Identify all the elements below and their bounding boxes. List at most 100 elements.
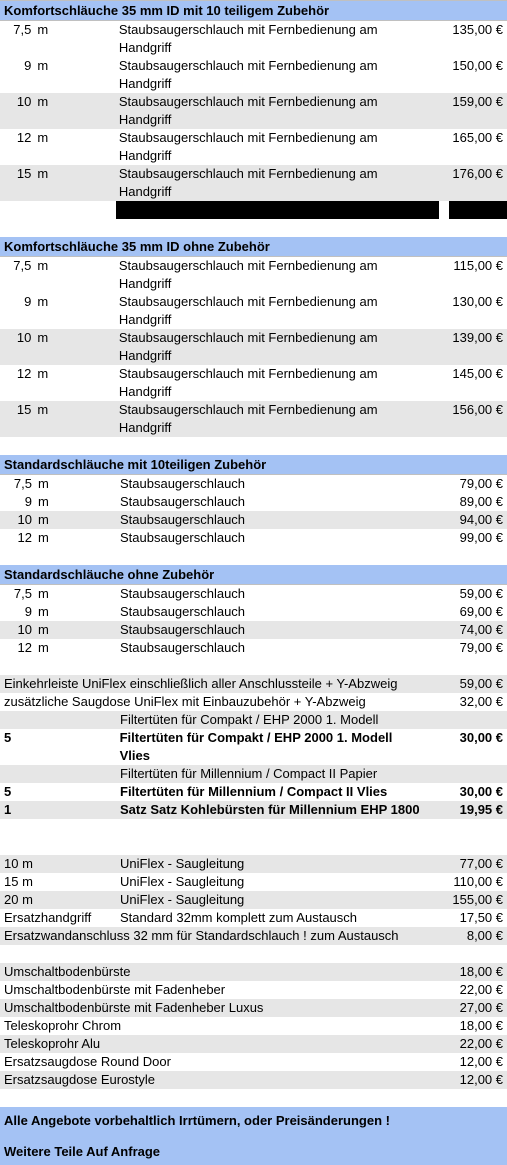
cell-qty [4,711,120,729]
cell-len: 20 m [4,891,120,909]
table-row: Ersatzwandanschluss 32 mm für Standardsc… [0,927,507,945]
table-row: 10 mUniFlex - Saugleitung77,00 € [0,855,507,873]
table-row: zusätzliche Saugdose UniFlex mit Einbauz… [0,693,507,711]
cell-unit: m [31,93,60,129]
cell-desc: Staubsaugerschlauch [62,493,425,511]
cell-desc: Filtertüten für Millennium / Compact II … [120,765,425,783]
cell-length: 10 [4,621,32,639]
cell-price: 77,00 € [425,855,503,873]
redaction-bar [0,201,507,219]
table-row: Umschaltbodenbürste mit Fadenheber22,00 … [0,981,507,999]
cell-price: 27,00 € [425,999,503,1017]
cell-length: 10 [4,93,31,129]
cell-desc: Ersatzsaugdose Round Door [4,1053,425,1071]
cell-price: 12,00 € [425,1053,503,1071]
table-row: Umschaltbodenbürste18,00 € [0,963,507,981]
cell-length: 12 [4,639,32,657]
cell-price: 12,00 € [425,1071,503,1089]
cell-price: 176,00 € [427,165,503,201]
price-sheet: Komfortschläuche 35 mm ID mit 10 teilige… [0,0,507,1165]
cell-unit: m [31,329,60,365]
cell-length: 9 [4,603,32,621]
cell-length: 9 [4,493,32,511]
cell-unit: m [32,475,62,493]
cell-price: 8,00 € [425,927,503,945]
cell-desc: Staubsaugerschlauch mit Fernbedienung am… [61,93,427,129]
cell-unit: m [31,293,60,329]
cell-price: 79,00 € [425,639,503,657]
cell-unit: m [32,493,62,511]
cell-length: 7,5 [4,475,32,493]
table-row: 12mStaubsaugerschlauch mit Fernbedienung… [0,365,507,401]
cell-unit: m [32,529,62,547]
cell-desc: Umschaltbodenbürste mit Fadenheber Luxus [4,999,425,1017]
cell-unit: m [31,21,60,57]
table-row: 5Filtertüten für Millennium / Compact II… [0,783,507,801]
cell-unit: m [31,57,60,93]
table-row: 9mStaubsaugerschlauch mit Fernbedienung … [0,57,507,93]
cell-desc: Staubsaugerschlauch [62,621,425,639]
cell-desc: Filtertüten für Compakt / EHP 2000 1. Mo… [120,729,426,765]
cell-unit: m [32,511,62,529]
cell-price: 74,00 € [425,621,503,639]
cell-price: 32,00 € [425,693,503,711]
cell-price: 22,00 € [425,1035,503,1053]
cell-price: 145,00 € [427,365,503,401]
cell-qty [4,765,120,783]
cell-unit: m [31,165,60,201]
cell-desc: Teleskoprohr Chrom [4,1017,425,1035]
cell-price: 18,00 € [425,1017,503,1035]
cell-price: 17,50 € [425,909,503,927]
table-row: 1Satz Satz Kohlebürsten für Millennium E… [0,801,507,819]
cell-length: 15 [4,401,31,437]
cell-desc: Staubsaugerschlauch [62,585,425,603]
cell-desc: Staubsaugerschlauch mit Fernbedienung am… [61,365,427,401]
cell-price: 79,00 € [425,475,503,493]
table-row: Ersatzsaugdose Round Door12,00 € [0,1053,507,1071]
cell-price: 18,00 € [425,963,503,981]
cell-desc: UniFlex - Saugleitung [120,891,425,909]
section-header: Standardschläuche mit 10teiligen Zubehör [0,455,507,475]
cell-length: 7,5 [4,257,31,293]
cell-price: 69,00 € [425,603,503,621]
cell-length: 9 [4,57,31,93]
cell-desc: Einkehrleiste UniFlex einschließlich all… [4,675,425,693]
cell-desc: Staubsaugerschlauch mit Fernbedienung am… [61,165,427,201]
cell-desc: Staubsaugerschlauch mit Fernbedienung am… [61,401,427,437]
cell-length: 12 [4,129,31,165]
section-header: Komfortschläuche 35 mm ID mit 10 teilige… [0,1,507,21]
table-row: 10mStaubsaugerschlauch mit Fernbedienung… [0,329,507,365]
table-row: 12mStaubsaugerschlauch79,00 € [0,639,507,657]
cell-length: 15 [4,165,31,201]
cell-desc: Staubsaugerschlauch [62,529,425,547]
cell-desc: Ersatzwandanschluss 32 mm für Standardsc… [4,927,425,945]
table-row: 7,5mStaubsaugerschlauch mit Fernbedienun… [0,257,507,293]
cell-price: 150,00 € [427,57,503,93]
cell-desc: Filtertüten für Compakt / EHP 2000 1. Mo… [120,711,425,729]
cell-length: 10 [4,329,31,365]
cell-desc: Ersatzsaugdose Eurostyle [4,1071,425,1089]
cell-desc: Staubsaugerschlauch mit Fernbedienung am… [61,329,427,365]
cell-price: 155,00 € [425,891,503,909]
cell-desc: Staubsaugerschlauch mit Fernbedienung am… [61,21,427,57]
table-row: 10mStaubsaugerschlauch94,00 € [0,511,507,529]
cell-price: 30,00 € [425,729,503,765]
cell-price: 59,00 € [425,675,503,693]
cell-price: 159,00 € [427,93,503,129]
table-row: Einkehrleiste UniFlex einschließlich all… [0,675,507,693]
table-row: Umschaltbodenbürste mit Fadenheber Luxus… [0,999,507,1017]
table-row: Teleskoprohr Chrom18,00 € [0,1017,507,1035]
cell-desc: Staubsaugerschlauch mit Fernbedienung am… [61,293,427,329]
table-row: 9mStaubsaugerschlauch69,00 € [0,603,507,621]
cell-len: 15 m [4,873,120,891]
cell-desc: Staubsaugerschlauch [62,511,425,529]
table-row: 15 mUniFlex - Saugleitung110,00 € [0,873,507,891]
cell-length: 9 [4,293,31,329]
cell-price: 19,95 € [425,801,503,819]
cell-length: 7,5 [4,585,32,603]
cell-price: 94,00 € [425,511,503,529]
cell-len: Ersatzhandgriff [4,909,120,927]
table-row: 9mStaubsaugerschlauch mit Fernbedienung … [0,293,507,329]
cell-desc: UniFlex - Saugleitung [120,873,425,891]
cell-price: 139,00 € [427,329,503,365]
